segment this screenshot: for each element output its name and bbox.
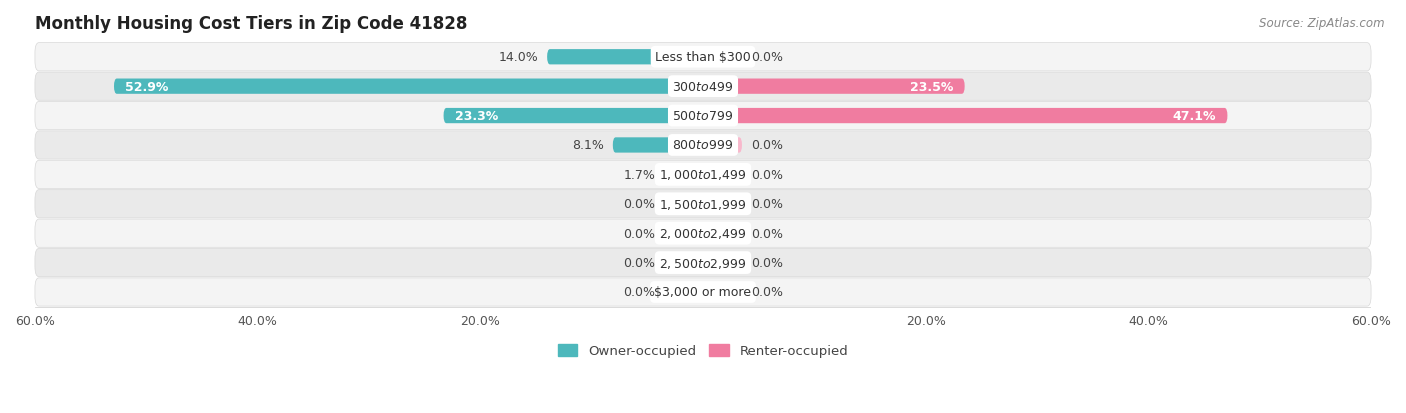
Text: 0.0%: 0.0% <box>623 198 655 211</box>
Text: 23.5%: 23.5% <box>910 81 953 93</box>
FancyBboxPatch shape <box>114 79 703 95</box>
Text: 23.3%: 23.3% <box>454 110 498 123</box>
Text: 0.0%: 0.0% <box>751 139 783 152</box>
FancyBboxPatch shape <box>664 197 703 212</box>
Text: 0.0%: 0.0% <box>751 286 783 299</box>
FancyBboxPatch shape <box>35 278 1371 306</box>
FancyBboxPatch shape <box>443 109 703 124</box>
Text: $300 to $499: $300 to $499 <box>672 81 734 93</box>
FancyBboxPatch shape <box>35 43 1371 72</box>
FancyBboxPatch shape <box>703 109 1227 124</box>
FancyBboxPatch shape <box>703 138 742 153</box>
Text: $3,000 or more: $3,000 or more <box>655 286 751 299</box>
Text: 0.0%: 0.0% <box>751 51 783 64</box>
FancyBboxPatch shape <box>35 249 1371 277</box>
Text: 52.9%: 52.9% <box>125 81 169 93</box>
FancyBboxPatch shape <box>547 50 703 65</box>
FancyBboxPatch shape <box>35 220 1371 248</box>
Text: $2,500 to $2,999: $2,500 to $2,999 <box>659 256 747 270</box>
Text: 8.1%: 8.1% <box>572 139 605 152</box>
FancyBboxPatch shape <box>664 255 703 271</box>
FancyBboxPatch shape <box>35 73 1371 101</box>
FancyBboxPatch shape <box>35 131 1371 160</box>
FancyBboxPatch shape <box>685 167 703 183</box>
Text: 1.7%: 1.7% <box>623 169 655 181</box>
FancyBboxPatch shape <box>703 50 742 65</box>
Text: Less than $300: Less than $300 <box>655 51 751 64</box>
FancyBboxPatch shape <box>703 167 742 183</box>
Text: $1,500 to $1,999: $1,500 to $1,999 <box>659 197 747 211</box>
FancyBboxPatch shape <box>703 285 742 300</box>
Text: Source: ZipAtlas.com: Source: ZipAtlas.com <box>1260 17 1385 29</box>
FancyBboxPatch shape <box>35 190 1371 218</box>
FancyBboxPatch shape <box>35 161 1371 189</box>
FancyBboxPatch shape <box>703 79 965 95</box>
Text: $800 to $999: $800 to $999 <box>672 139 734 152</box>
FancyBboxPatch shape <box>664 226 703 241</box>
Text: 0.0%: 0.0% <box>751 169 783 181</box>
Text: 0.0%: 0.0% <box>751 198 783 211</box>
Text: 0.0%: 0.0% <box>623 286 655 299</box>
Text: 14.0%: 14.0% <box>499 51 538 64</box>
Text: 47.1%: 47.1% <box>1173 110 1216 123</box>
Text: 0.0%: 0.0% <box>751 256 783 269</box>
Text: $500 to $799: $500 to $799 <box>672 110 734 123</box>
Text: Monthly Housing Cost Tiers in Zip Code 41828: Monthly Housing Cost Tiers in Zip Code 4… <box>35 15 467 33</box>
Text: 0.0%: 0.0% <box>623 256 655 269</box>
Text: $2,000 to $2,499: $2,000 to $2,499 <box>659 227 747 241</box>
Text: 0.0%: 0.0% <box>623 227 655 240</box>
FancyBboxPatch shape <box>35 102 1371 131</box>
FancyBboxPatch shape <box>703 255 742 271</box>
Text: $1,000 to $1,499: $1,000 to $1,499 <box>659 168 747 182</box>
FancyBboxPatch shape <box>703 226 742 241</box>
Legend: Owner-occupied, Renter-occupied: Owner-occupied, Renter-occupied <box>553 339 853 363</box>
FancyBboxPatch shape <box>703 197 742 212</box>
FancyBboxPatch shape <box>613 138 703 153</box>
Text: 0.0%: 0.0% <box>751 227 783 240</box>
FancyBboxPatch shape <box>664 285 703 300</box>
